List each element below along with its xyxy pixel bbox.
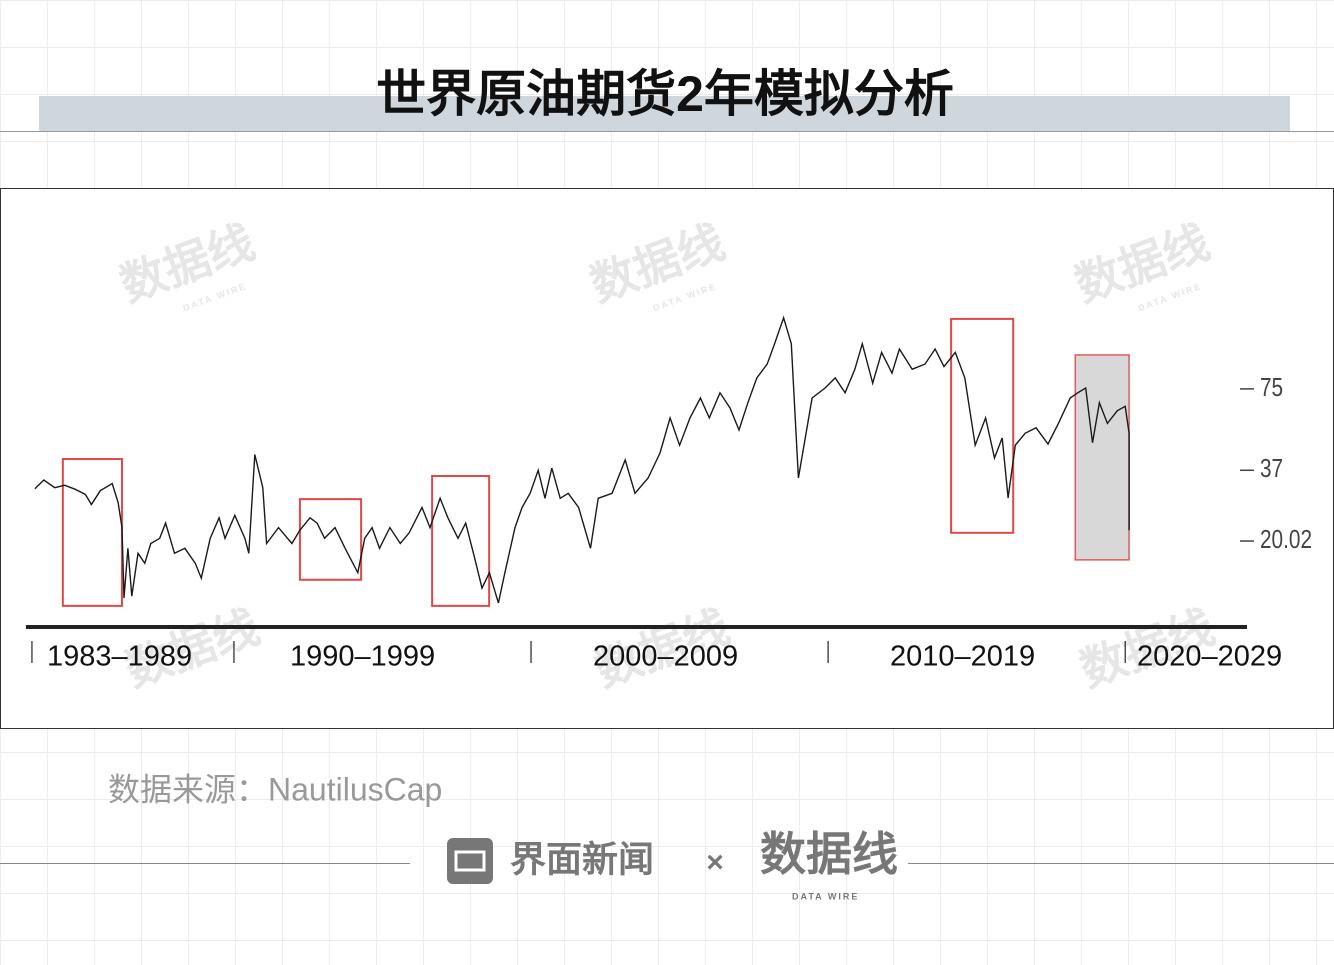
y-tick-label: 20.02 (1260, 525, 1312, 554)
price-line (34, 315, 1130, 604)
source: 数据来源：NautilusCap (108, 771, 442, 807)
highlight-box (1074, 354, 1130, 561)
period-label: 2000–2009 (593, 641, 738, 673)
chart-title: 世界原油期货2年模拟分析 (376, 66, 954, 122)
period-label: 2020–2029 (1137, 641, 1282, 673)
plot: 75 37 20.02 (26, 315, 1312, 663)
partner-en: DATA WIRE (792, 891, 859, 901)
highlight-box (431, 475, 491, 607)
period-label: 1983–1989 (47, 641, 192, 673)
highlight-box (950, 317, 1015, 534)
period-labels: 1983–1989 1990–1999 2000–2009 2010–2019 … (47, 641, 1282, 673)
partner-logo: 数据线 (760, 828, 898, 880)
brand-icon-inner (454, 850, 486, 872)
y-tick-label: 75 (1260, 373, 1283, 402)
period-label: 2010–2019 (890, 641, 1035, 673)
brand-name: 界面新闻 (510, 839, 654, 880)
y-tick-label: 37 (1260, 454, 1283, 483)
highlight-box (298, 498, 363, 581)
period-label: 1990–1999 (290, 641, 435, 673)
times: × (706, 846, 724, 879)
brand-icon (447, 838, 493, 884)
title-band (39, 96, 1290, 131)
